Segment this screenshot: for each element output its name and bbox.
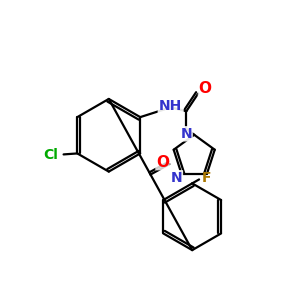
Text: Cl: Cl	[43, 148, 58, 162]
Text: NH: NH	[159, 99, 182, 113]
Text: O: O	[199, 81, 212, 96]
Text: N: N	[181, 127, 192, 141]
Text: F: F	[202, 172, 212, 185]
Text: O: O	[156, 154, 169, 169]
Text: N: N	[171, 171, 182, 185]
